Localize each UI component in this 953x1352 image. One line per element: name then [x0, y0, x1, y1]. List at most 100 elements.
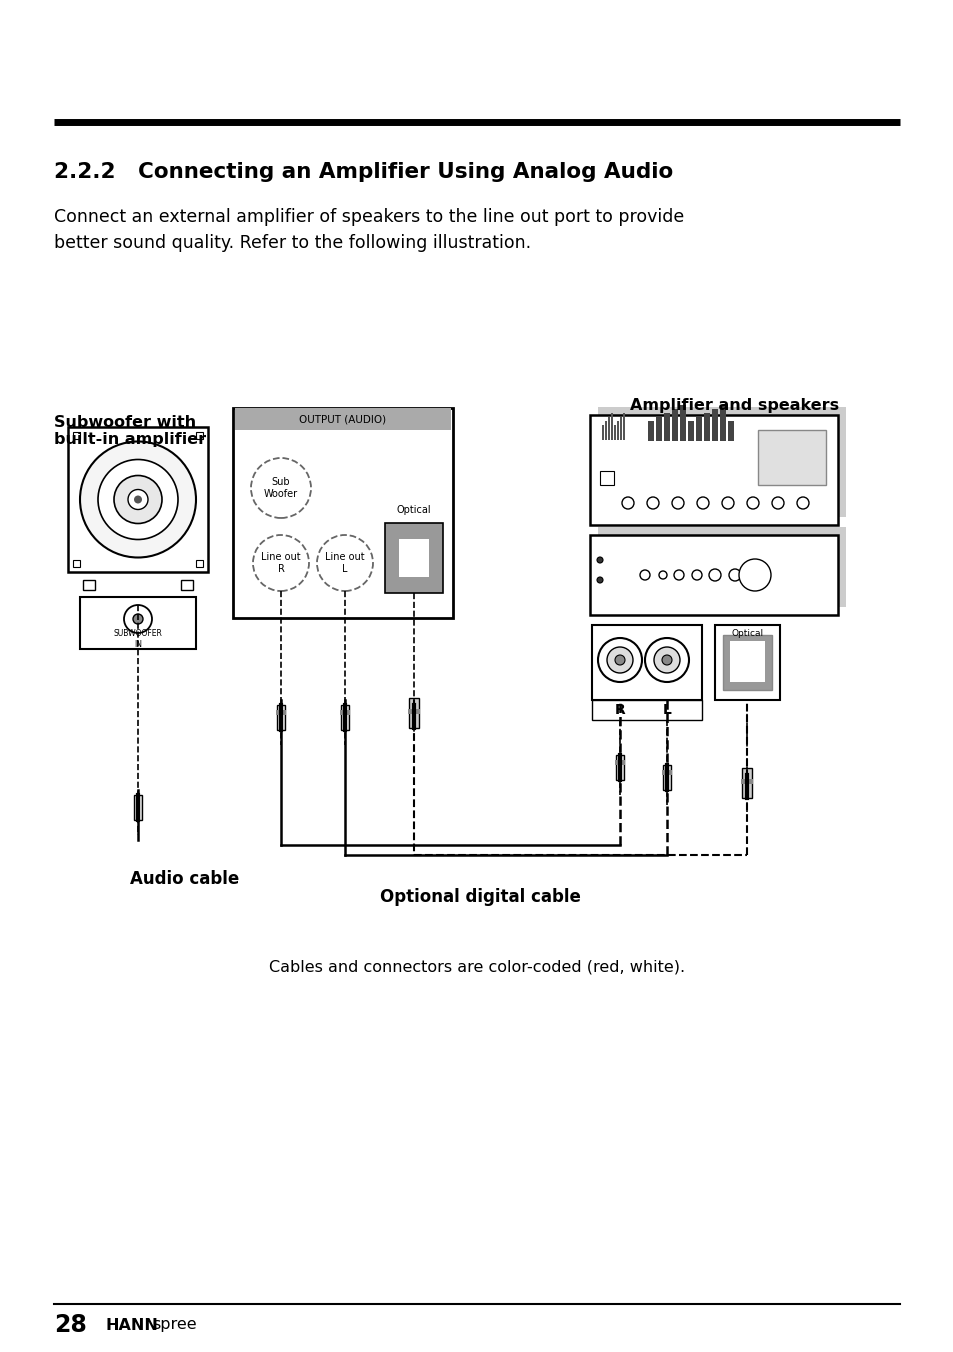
- Text: Subwoofer with
built-in amplifier: Subwoofer with built-in amplifier: [54, 415, 206, 448]
- Bar: [73, 560, 80, 566]
- Text: Sub
Woofer: Sub Woofer: [264, 477, 297, 499]
- Text: Line out
L: Line out L: [325, 552, 364, 573]
- Bar: [592, 700, 701, 721]
- Circle shape: [721, 498, 733, 508]
- Bar: [592, 625, 701, 700]
- Bar: [696, 416, 701, 441]
- Circle shape: [728, 569, 740, 581]
- Circle shape: [661, 654, 671, 665]
- Bar: [195, 560, 203, 566]
- Circle shape: [113, 476, 162, 523]
- Bar: [662, 765, 670, 790]
- Bar: [607, 416, 609, 439]
- Bar: [181, 580, 193, 589]
- Bar: [758, 430, 825, 485]
- Bar: [604, 420, 606, 439]
- Circle shape: [746, 498, 759, 508]
- Circle shape: [691, 571, 701, 580]
- Bar: [233, 408, 453, 618]
- Circle shape: [128, 489, 148, 510]
- Circle shape: [316, 535, 373, 591]
- Bar: [663, 412, 669, 441]
- Bar: [83, 580, 95, 589]
- Bar: [598, 407, 845, 516]
- Text: Audio cable: Audio cable: [130, 869, 239, 888]
- Bar: [234, 408, 451, 430]
- Bar: [610, 412, 613, 439]
- Circle shape: [659, 571, 666, 579]
- Bar: [276, 704, 285, 730]
- Bar: [599, 470, 614, 485]
- Circle shape: [796, 498, 808, 508]
- Bar: [133, 795, 142, 821]
- Bar: [619, 416, 621, 439]
- Circle shape: [697, 498, 708, 508]
- Bar: [616, 754, 623, 780]
- Text: spree: spree: [152, 1317, 196, 1333]
- Text: Optical: Optical: [731, 629, 762, 638]
- Bar: [589, 535, 837, 615]
- Circle shape: [132, 614, 143, 625]
- Bar: [617, 420, 618, 439]
- Bar: [601, 425, 603, 439]
- Text: R: R: [614, 703, 625, 717]
- Text: Amplifier and speakers: Amplifier and speakers: [629, 397, 839, 412]
- Circle shape: [124, 604, 152, 633]
- Bar: [340, 704, 349, 730]
- Bar: [73, 433, 80, 439]
- Bar: [589, 415, 837, 525]
- Bar: [385, 523, 442, 594]
- Bar: [398, 539, 429, 577]
- Text: Optical: Optical: [396, 506, 431, 515]
- Bar: [622, 412, 624, 439]
- Text: HANN: HANN: [106, 1317, 159, 1333]
- Circle shape: [739, 558, 770, 591]
- Circle shape: [597, 557, 602, 562]
- Circle shape: [673, 571, 683, 580]
- Circle shape: [771, 498, 783, 508]
- Circle shape: [80, 442, 195, 557]
- Bar: [614, 425, 616, 439]
- Circle shape: [615, 654, 624, 665]
- Circle shape: [621, 498, 634, 508]
- Text: L: L: [662, 703, 671, 717]
- Bar: [671, 410, 678, 441]
- Circle shape: [654, 648, 679, 673]
- Circle shape: [251, 458, 311, 518]
- Circle shape: [98, 460, 178, 539]
- Bar: [711, 410, 718, 441]
- Bar: [740, 779, 753, 784]
- Text: 28: 28: [54, 1313, 87, 1337]
- Circle shape: [671, 498, 683, 508]
- Circle shape: [708, 569, 720, 581]
- Bar: [80, 598, 195, 649]
- Bar: [656, 416, 661, 441]
- Text: Line out
R: Line out R: [261, 552, 300, 573]
- Text: 2.2.2   Connecting an Amplifier Using Analog Audio: 2.2.2 Connecting an Amplifier Using Anal…: [54, 162, 673, 183]
- Text: Optional digital cable: Optional digital cable: [379, 888, 580, 906]
- Bar: [714, 625, 780, 700]
- Circle shape: [253, 535, 309, 591]
- Bar: [727, 420, 733, 441]
- Bar: [729, 641, 764, 681]
- Bar: [687, 420, 693, 441]
- Bar: [409, 698, 418, 727]
- Bar: [679, 406, 685, 441]
- Bar: [615, 760, 624, 765]
- Bar: [661, 771, 671, 775]
- Bar: [741, 768, 752, 798]
- Circle shape: [639, 571, 649, 580]
- Bar: [339, 710, 350, 715]
- Circle shape: [646, 498, 659, 508]
- Text: Cables and connectors are color-coded (red, white).: Cables and connectors are color-coded (r…: [269, 960, 684, 975]
- Bar: [68, 427, 208, 572]
- Circle shape: [597, 577, 602, 583]
- Text: OUTPUT (AUDIO): OUTPUT (AUDIO): [299, 414, 386, 425]
- Bar: [195, 433, 203, 439]
- Circle shape: [598, 638, 641, 681]
- Bar: [408, 708, 419, 714]
- Bar: [703, 412, 709, 441]
- Bar: [598, 527, 845, 607]
- Bar: [647, 420, 654, 441]
- Circle shape: [606, 648, 633, 673]
